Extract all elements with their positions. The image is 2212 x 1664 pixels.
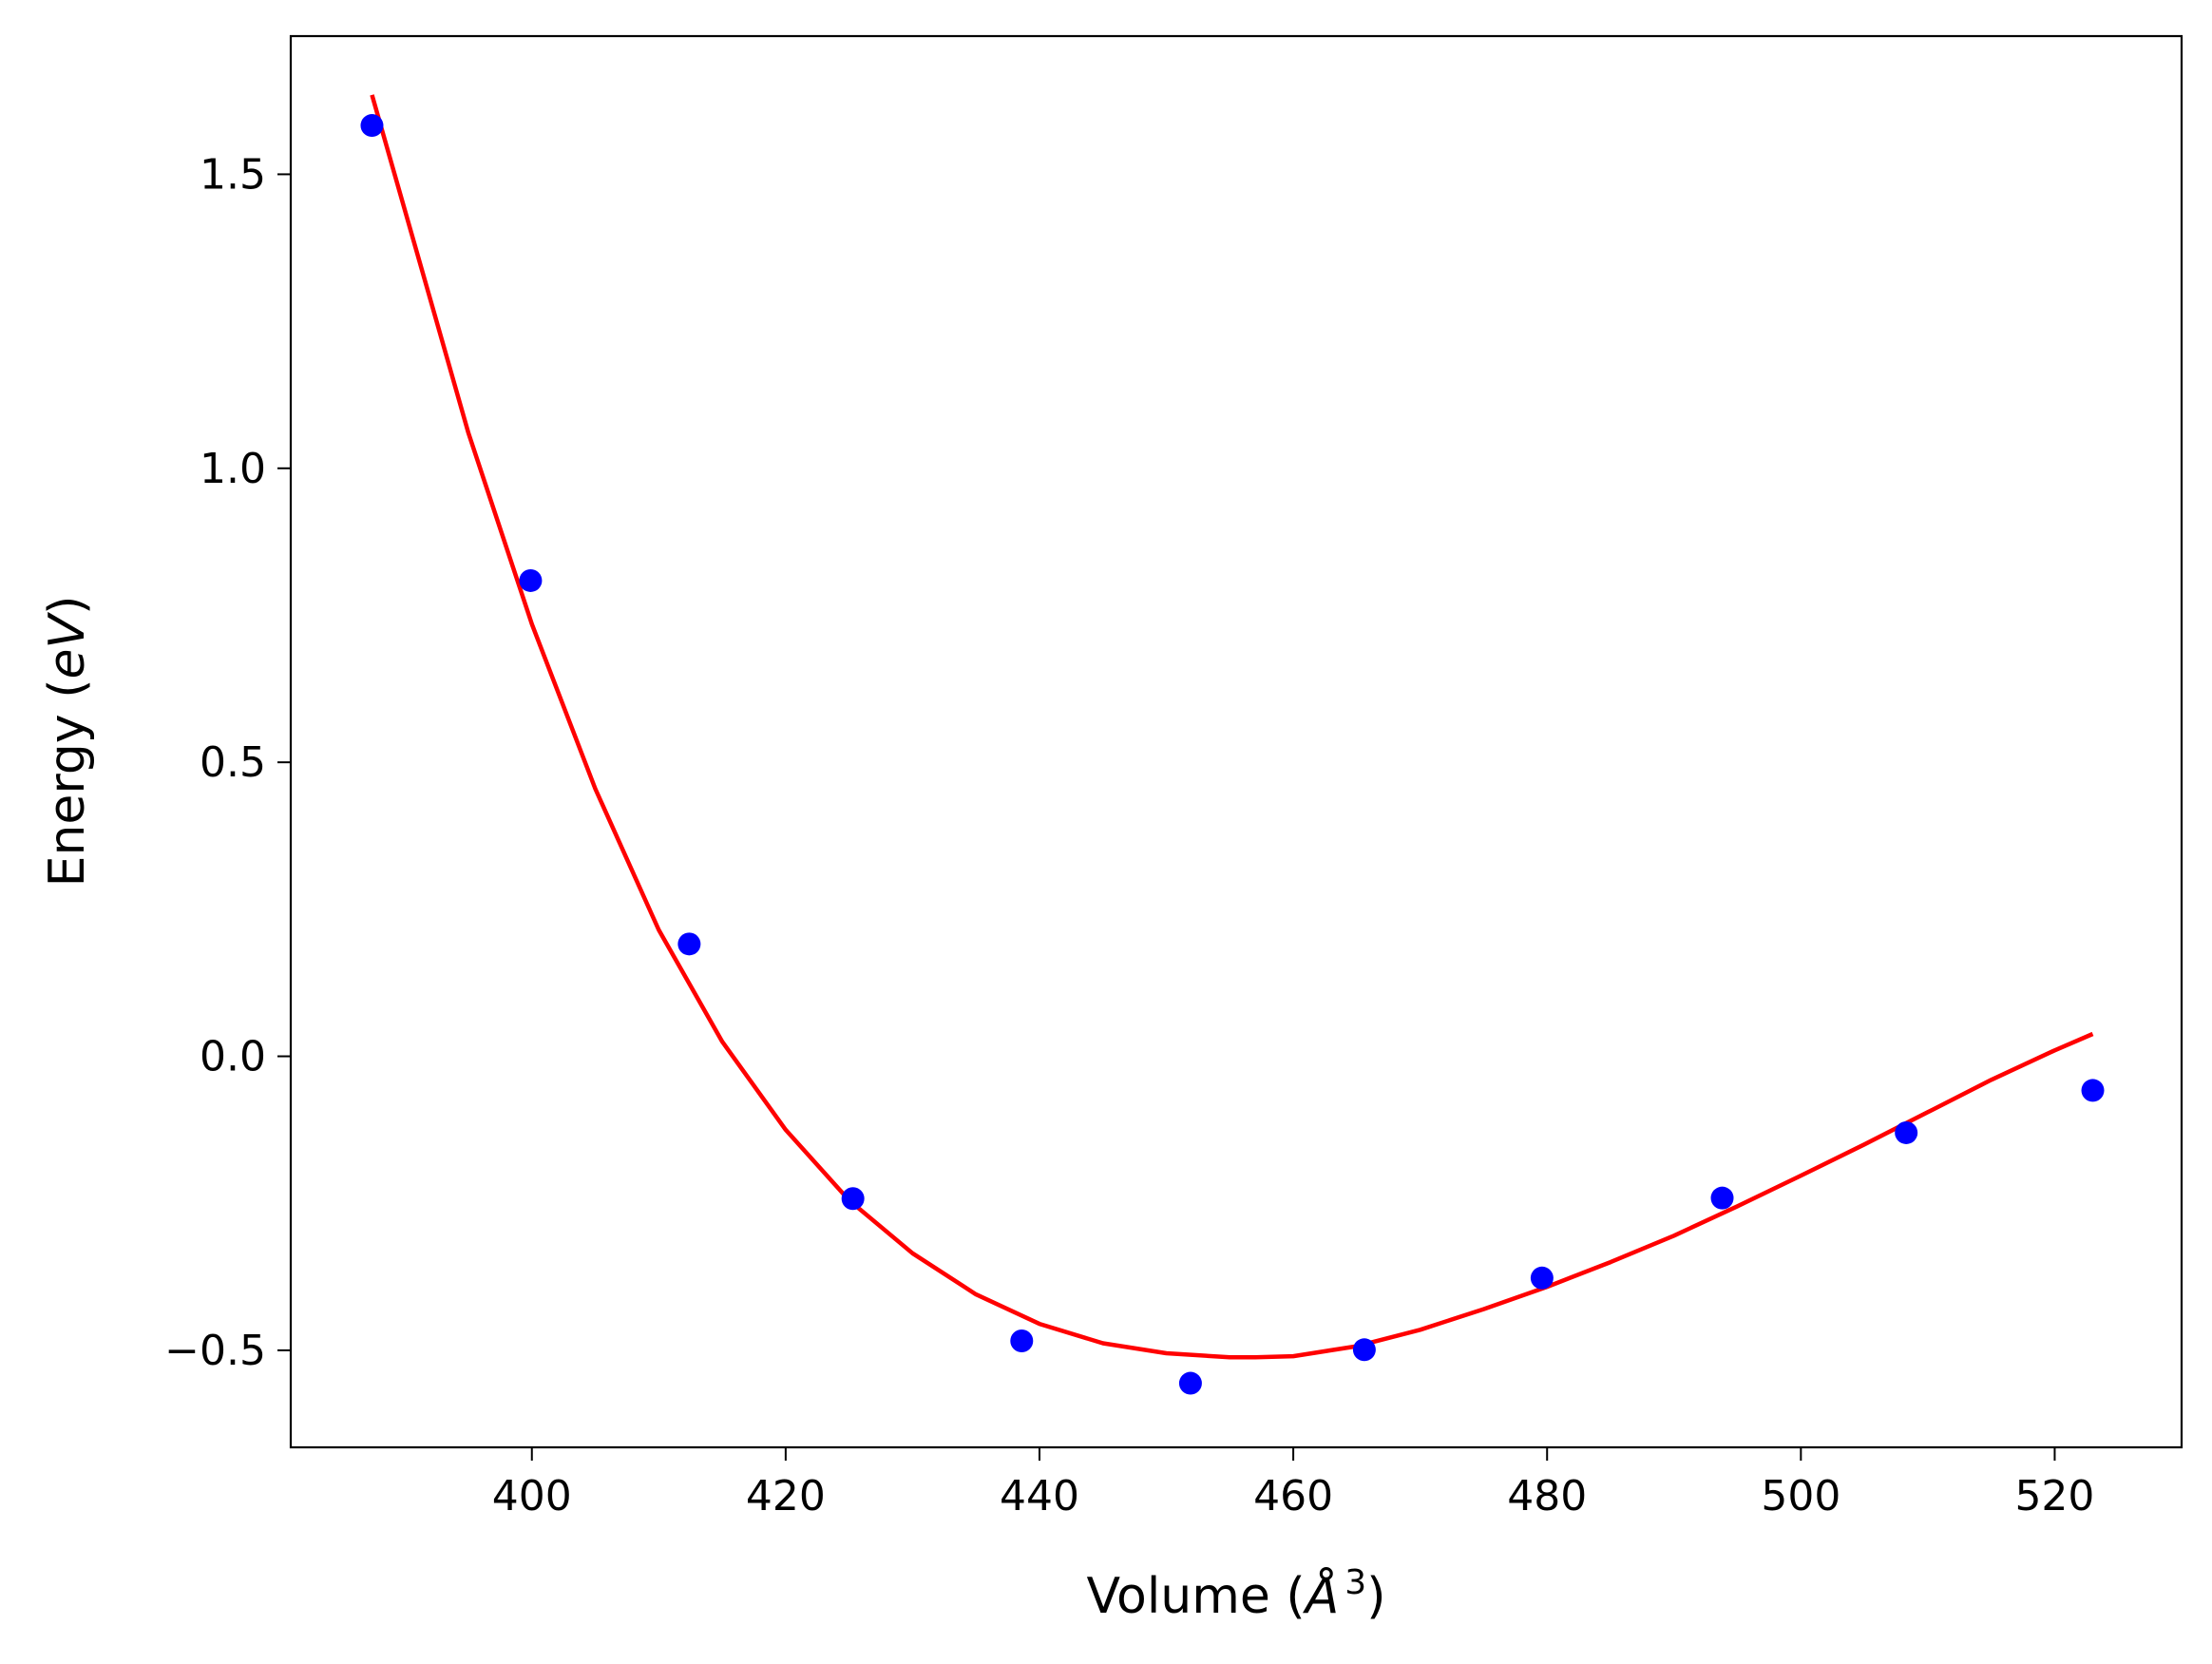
y-tick-label: −0.5 xyxy=(164,1327,266,1375)
data-point xyxy=(1010,1329,1034,1353)
fit-curve xyxy=(370,94,2094,1360)
axes-frame xyxy=(289,34,2183,1449)
data-point xyxy=(1530,1266,1554,1290)
data-point xyxy=(677,932,701,956)
x-tick-label: 520 xyxy=(2014,1472,2094,1521)
x-axis-label: Volume (Å 3) xyxy=(1087,1563,1386,1625)
y-axis-label-prefix: Energy ( xyxy=(39,679,96,888)
x-tick-label: 400 xyxy=(492,1472,572,1521)
x-tick-label: 460 xyxy=(1253,1472,1333,1521)
x-tick-label: 500 xyxy=(1761,1472,1840,1521)
y-axis-label-suffix: ) xyxy=(39,596,96,615)
y-axis-label: Energy (eV) xyxy=(39,596,96,888)
y-tick-label: 0.5 xyxy=(200,738,266,787)
y-tick-label: 0.0 xyxy=(200,1033,266,1081)
y-tick-label: 1.0 xyxy=(200,445,266,493)
data-point xyxy=(2081,1079,2105,1102)
x-axis-label-prefix: Volume ( xyxy=(1087,1568,1306,1625)
plot-area xyxy=(360,94,2105,1395)
x-axis-label-suffix: ) xyxy=(1366,1568,1385,1625)
y-tick-label: 1.5 xyxy=(200,150,266,199)
x-tick-label: 440 xyxy=(1000,1472,1079,1521)
x-tick-label: 480 xyxy=(1507,1472,1587,1521)
x-axis: 400 420 440 460 480 500 520 xyxy=(492,1447,2094,1521)
x-tick-label: 420 xyxy=(746,1472,826,1521)
data-point xyxy=(1178,1371,1202,1395)
data-point xyxy=(1895,1120,1918,1144)
data-point xyxy=(1710,1186,1734,1210)
data-point xyxy=(841,1187,865,1211)
x-axis-label-symbol: Å xyxy=(1303,1566,1340,1625)
data-point xyxy=(360,114,384,138)
data-point xyxy=(519,568,543,592)
y-axis: −0.5 0.0 0.5 1.0 1.5 xyxy=(164,150,291,1375)
data-point xyxy=(1352,1338,1376,1362)
y-axis-label-italic: eV xyxy=(39,612,96,679)
x-axis-label-superscript: 3 xyxy=(1344,1563,1366,1602)
